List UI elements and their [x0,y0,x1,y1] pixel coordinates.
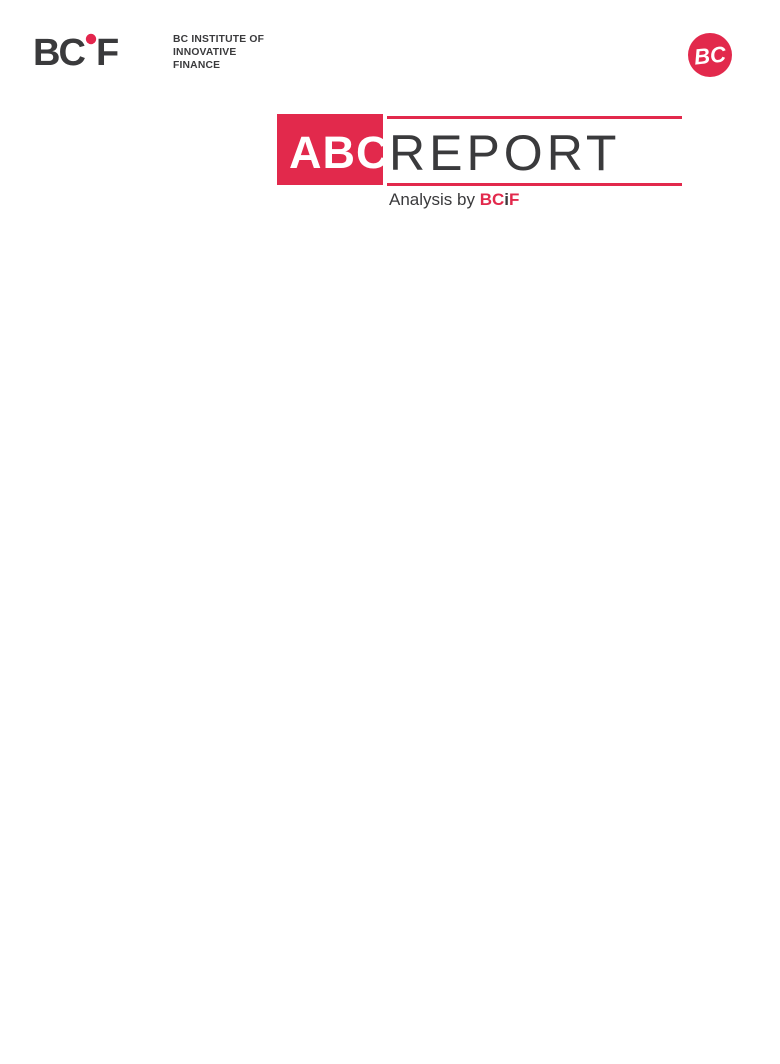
svg-text:F: F [96,33,118,73]
svg-text:BC: BC [33,33,85,73]
svg-text:BC: BC [693,41,728,69]
